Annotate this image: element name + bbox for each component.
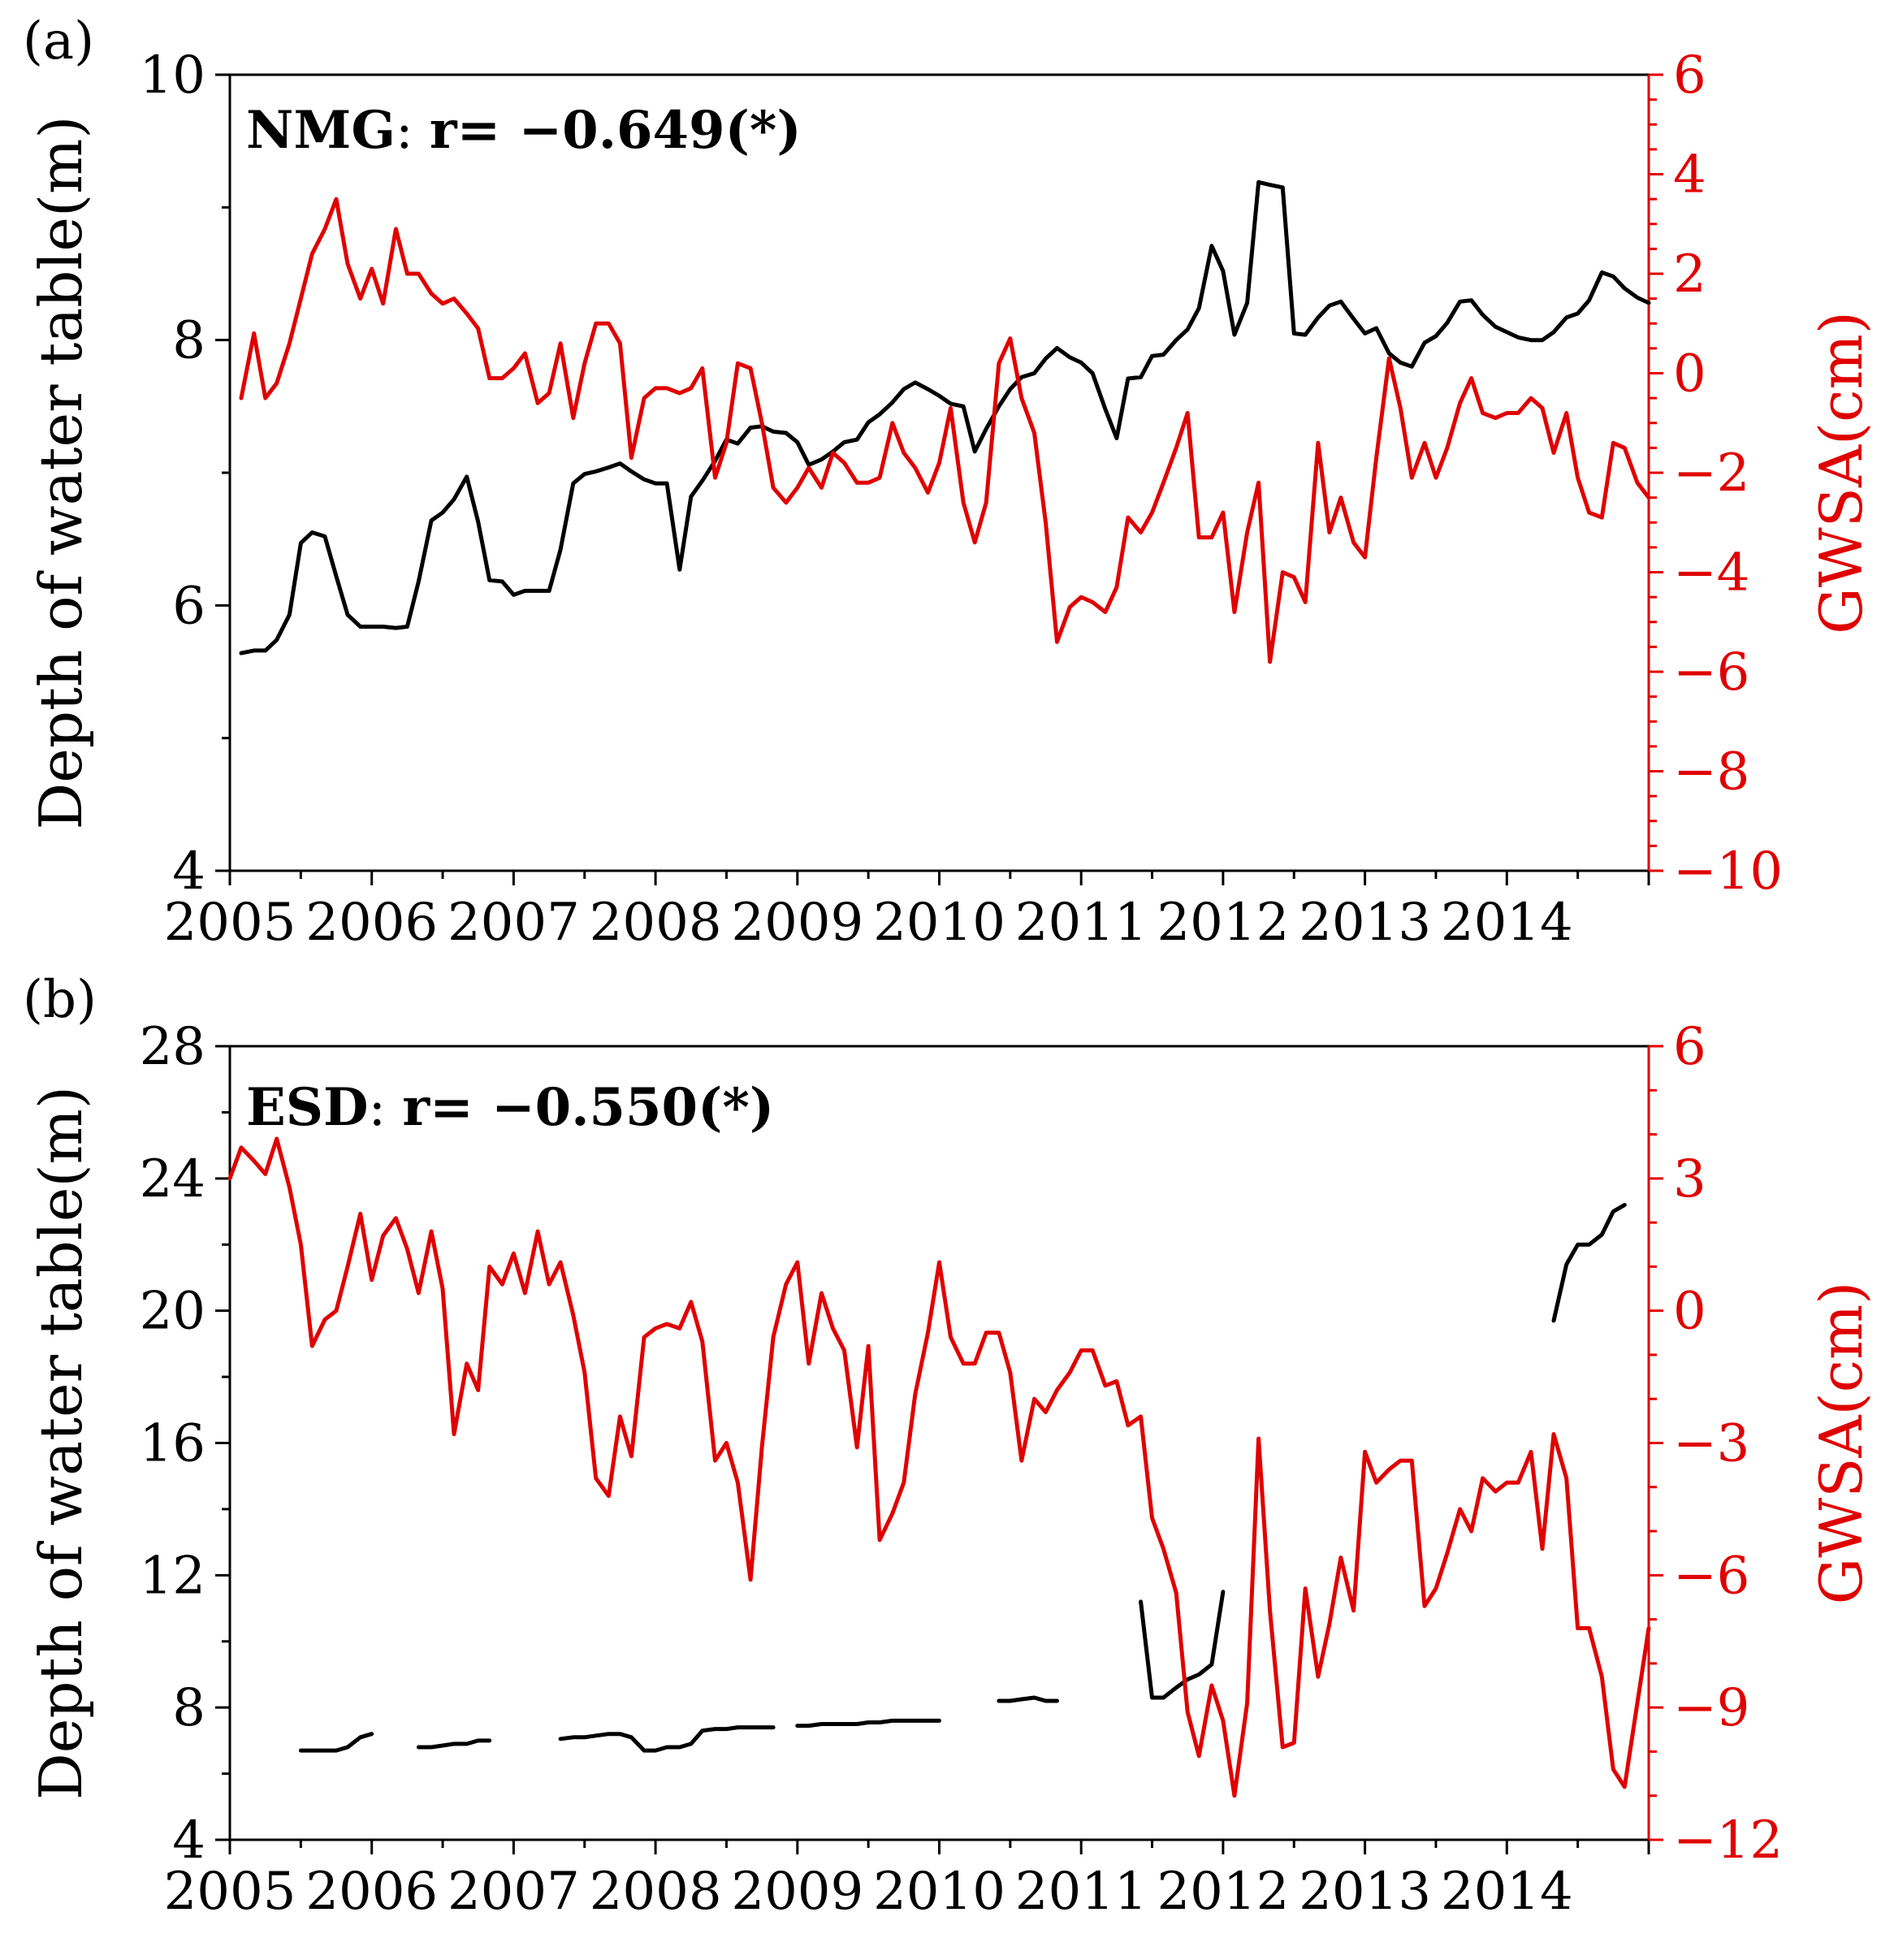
right-tick-label: −12	[1673, 1811, 1783, 1871]
depth-series-line	[298, 1732, 374, 1753]
annotation-separator: :	[396, 101, 430, 161]
x-tick-label: 2011	[1015, 893, 1148, 953]
right-tick-label: 0	[1673, 1282, 1706, 1342]
left-tick-label: 16	[140, 1414, 205, 1474]
depth-series-line	[795, 1718, 941, 1729]
x-tick-label: 2008	[590, 1862, 722, 1922]
left-tick-label: 8	[172, 311, 205, 371]
right-tick-label: 2	[1673, 244, 1706, 305]
x-tick-label: 2007	[448, 893, 580, 953]
left-tick-label: 4	[172, 1811, 205, 1871]
left-tick-label: 8	[172, 1678, 205, 1738]
annotation-stat: r= −0.550(*)	[402, 1077, 774, 1138]
right-tick-label: −3	[1673, 1414, 1749, 1474]
x-tick-label: 2006	[305, 893, 438, 953]
correlation-annotation: ESD: r= −0.550(*)	[246, 1077, 774, 1138]
x-tick-label: 2007	[448, 1862, 580, 1922]
right-tick-label: 3	[1673, 1149, 1706, 1209]
x-tick-label: 2010	[873, 1862, 1005, 1922]
x-tick-label: 2005	[164, 893, 296, 953]
left-axis-title: Depth of water table(m)	[27, 116, 95, 830]
annotation-site: ESD	[246, 1077, 369, 1138]
x-tick-label: 2014	[1441, 1862, 1573, 1922]
x-tick-label: 2006	[305, 1862, 438, 1922]
x-tick-label: 2008	[590, 893, 722, 953]
right-tick-label: −9	[1673, 1678, 1749, 1738]
depth-series-line	[239, 180, 1651, 655]
x-tick-label: 2005	[164, 1862, 296, 1922]
right-tick-label: −4	[1673, 543, 1749, 604]
left-tick-label: 28	[140, 1017, 205, 1077]
x-tick-label: 2009	[731, 893, 863, 953]
right-tick-label: −8	[1673, 742, 1749, 803]
right-axis-title: GWSA(cm)	[1807, 311, 1875, 634]
right-tick-label: −10	[1673, 842, 1783, 902]
gwsa-series-line	[239, 197, 1651, 664]
depth-series-line	[997, 1695, 1059, 1703]
left-tick-label: 20	[140, 1282, 205, 1342]
right-tick-label: −6	[1673, 1546, 1749, 1606]
right-tick-label: 4	[1673, 145, 1706, 206]
x-tick-label: 2012	[1157, 1862, 1289, 1922]
x-tick-label: 2013	[1299, 893, 1431, 953]
gwsa-series-line	[227, 1136, 1651, 1798]
correlation-annotation: NMG: r= −0.649(*)	[246, 100, 802, 161]
left-tick-label: 10	[140, 45, 205, 106]
depth-series-line	[1551, 1202, 1627, 1323]
x-tick-label: 2014	[1441, 893, 1573, 953]
right-axis-title: GWSA(cm)	[1807, 1282, 1875, 1605]
x-tick-label: 2010	[873, 893, 1005, 953]
left-tick-label: 4	[172, 842, 205, 902]
right-tick-label: 6	[1673, 1017, 1706, 1077]
panel-a: 2005 2006 2007 2008 2009 2010 2011 2012 2013 2014…	[23, 11, 1875, 953]
annotation-separator: :	[369, 1078, 403, 1138]
x-tick-label: 2012	[1157, 893, 1289, 953]
right-tick-label: −2	[1673, 443, 1749, 504]
right-tick-label: 0	[1673, 344, 1706, 405]
depth-series-line	[416, 1738, 492, 1750]
left-axis-title: Depth of water table(m)	[27, 1086, 95, 1800]
x-tick-label: 2013	[1299, 1862, 1431, 1922]
panel-b: 2005 2006 2007 2008 2009 2010 2011 2012 2013 2014…	[23, 970, 1875, 1922]
x-tick-label: 2009	[731, 1862, 863, 1922]
depth-series-line	[1139, 1590, 1226, 1700]
x-tick-label: 2011	[1015, 1862, 1148, 1922]
annotation-stat: r= −0.649(*)	[430, 100, 802, 161]
annotation-site: NMG	[246, 100, 396, 161]
left-tick-label: 6	[172, 576, 205, 636]
right-tick-label: 6	[1673, 45, 1706, 106]
panel-label: (a)	[23, 11, 94, 71]
depth-series-line	[558, 1725, 776, 1753]
left-tick-label: 12	[140, 1546, 205, 1606]
right-tick-label: −6	[1673, 643, 1749, 703]
left-tick-label: 24	[140, 1149, 205, 1209]
panel-label: (b)	[23, 970, 97, 1030]
